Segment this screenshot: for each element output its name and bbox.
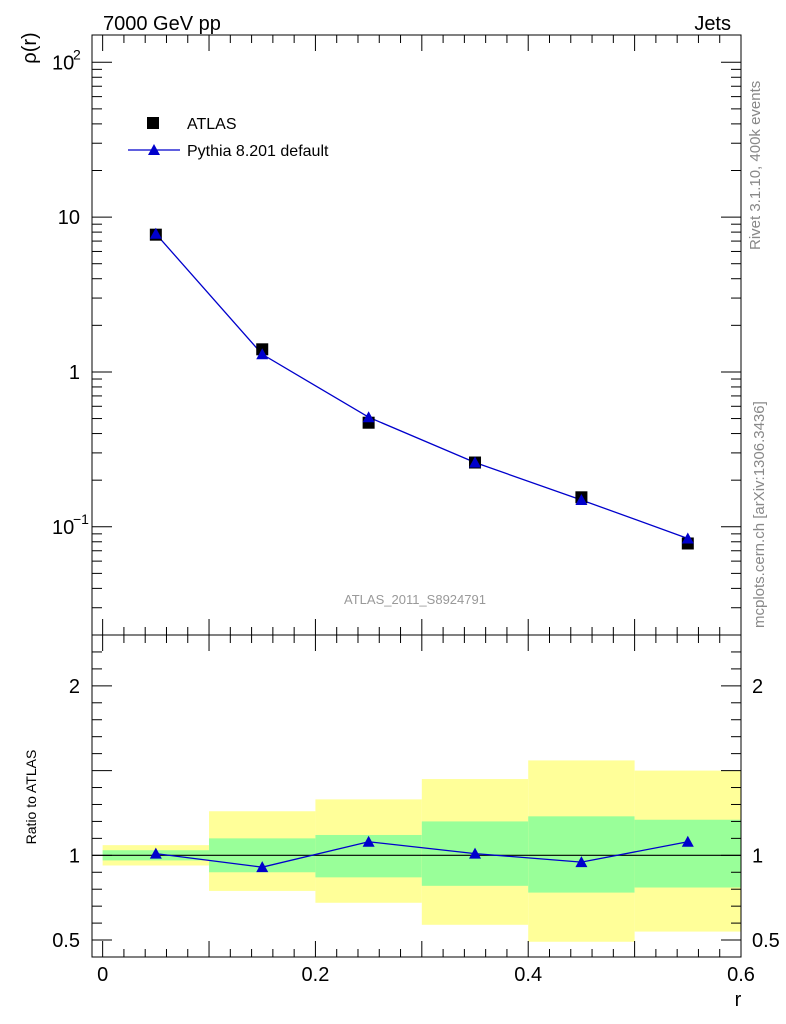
right-title: Jets <box>694 13 731 35</box>
ratio-y-tick-label: 2 <box>69 676 80 698</box>
ratio-y-tick-label-right: 1 <box>752 845 763 867</box>
legend-atlas-marker <box>147 117 159 129</box>
x-tick-label: 0.6 <box>727 964 755 986</box>
analysis-watermark: ATLAS_2011_S8924791 <box>344 592 486 607</box>
pythia-point <box>256 348 269 360</box>
ratio-y-axis-label: Ratio to ATLAS <box>23 750 39 845</box>
ratio-plot-frame <box>91 634 742 958</box>
data-series <box>149 227 694 873</box>
mcplots-source-label: mcplots.cern.ch [arXiv:1306.3436] <box>751 401 768 628</box>
pythia-point <box>575 493 588 505</box>
legend-pythia-marker <box>148 144 160 155</box>
y-tick-label: 10 <box>52 517 74 539</box>
axis-ticks <box>92 35 742 958</box>
ratio-pythia-point <box>256 861 269 873</box>
ratio-y-tick-label-right: 2 <box>752 676 763 698</box>
pythia-point <box>681 532 694 544</box>
inner-band-4 <box>528 816 635 893</box>
x-tick-label: 0.2 <box>302 964 330 986</box>
pythia-point <box>469 456 482 468</box>
pythia-point <box>149 227 162 239</box>
x-axis-label: r <box>735 989 742 1011</box>
ratio-pythia-point <box>469 847 482 859</box>
ratio-y-tick-label: 1 <box>69 845 80 867</box>
inner-band-5 <box>634 819 741 888</box>
ratio-pythia-point <box>149 847 162 859</box>
legend: ATLAS Pythia 8.201 default <box>128 116 329 160</box>
y-tick-label: 10 <box>58 207 80 229</box>
ratio-y-tick-label: 0.5 <box>52 930 80 952</box>
main-y-axis-label: ρ(r) <box>19 32 41 63</box>
ratio-uncertainty-bands <box>92 760 741 942</box>
y-tick-label: 10 <box>52 52 74 74</box>
pythia-point <box>362 411 375 423</box>
ratio-pythia-point <box>362 835 375 847</box>
ratio-pythia-line <box>155 841 688 868</box>
ratio-y-tick-label-right: 0.5 <box>752 930 780 952</box>
x-tick-label: 0 <box>97 964 108 986</box>
y-tick-label-exponent: 2 <box>73 46 81 62</box>
ratio-pythia-point <box>681 835 694 847</box>
left-title: 7000 GeV pp <box>103 13 221 35</box>
legend-pythia-label: Pythia 8.201 default <box>187 143 329 160</box>
x-tick-label: 0.4 <box>514 964 542 986</box>
y-tick-label-exponent: −1 <box>73 511 89 527</box>
pythia-line <box>155 233 689 540</box>
rivet-version-label: Rivet 3.1.10, 400k events <box>747 81 764 250</box>
y-tick-label: 1 <box>69 362 80 384</box>
ratio-pythia-point <box>575 856 588 868</box>
legend-atlas-label: ATLAS <box>187 116 237 133</box>
